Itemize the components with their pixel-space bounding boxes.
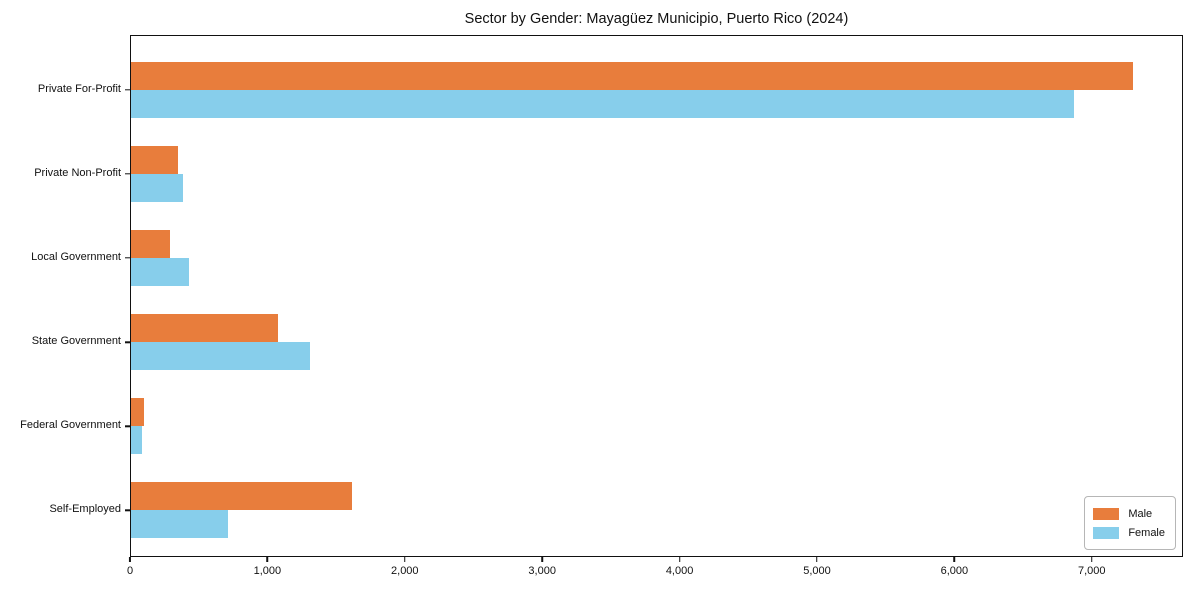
bar-male-self-employed bbox=[131, 482, 352, 511]
x-tick-label: 4,000 bbox=[665, 564, 694, 577]
x-tick-mark bbox=[266, 557, 269, 562]
bar-male-federal-government bbox=[131, 398, 145, 427]
x-tick-mark bbox=[541, 557, 543, 562]
legend-item-male: Male bbox=[1093, 504, 1165, 523]
y-label-private-for-profit: Private For-Profit bbox=[37, 82, 121, 95]
y-label-federal-government: Federal Government bbox=[20, 419, 121, 432]
x-tick: 1,000 bbox=[253, 557, 282, 577]
x-tick: 4,000 bbox=[665, 557, 694, 577]
x-axis-ticks: 0 1,000 2,000 3,000 4,000 5,000 6,000 7,… bbox=[127, 557, 1183, 587]
y-tick-mark bbox=[125, 341, 131, 343]
chart-title: Sector by Gender: Mayagüez Municipio, Pu… bbox=[464, 11, 849, 27]
y-tick-mark bbox=[125, 509, 131, 512]
x-tick-label: 1,000 bbox=[253, 564, 282, 577]
x-tick-label: 2,000 bbox=[391, 564, 419, 577]
bar-female-local-government bbox=[131, 257, 190, 286]
y-tick-mark bbox=[125, 88, 131, 91]
y-tick-mark bbox=[125, 425, 131, 427]
x-tick: 5,000 bbox=[803, 557, 831, 577]
x-tick: 0 bbox=[127, 557, 133, 577]
bar-group-private-for-profit bbox=[131, 61, 1182, 118]
y-tick-mark bbox=[125, 257, 131, 259]
x-tick-mark bbox=[678, 557, 681, 562]
bar-female-private-for-profit bbox=[131, 89, 1075, 118]
plot-area: Male Female bbox=[125, 35, 1183, 557]
bar-group-state-government bbox=[131, 314, 1182, 371]
y-axis-labels: Private For-Profit Private Non-Profit Lo… bbox=[0, 0, 121, 600]
bar-male-state-government bbox=[131, 314, 279, 343]
y-label-local-government: Local Government bbox=[31, 250, 121, 263]
legend: Male Female bbox=[1084, 496, 1176, 550]
y-label-state-government: State Government bbox=[31, 335, 121, 348]
bar-female-private-non-profit bbox=[131, 173, 184, 202]
x-tick-mark bbox=[129, 557, 131, 562]
x-tick: 7,000 bbox=[1078, 557, 1106, 577]
x-tick: 3,000 bbox=[528, 557, 556, 577]
x-tick-label: 7,000 bbox=[1078, 564, 1106, 577]
legend-label-female: Female bbox=[1128, 526, 1165, 539]
bar-group-self-employed bbox=[131, 482, 1182, 539]
x-tick-mark bbox=[404, 557, 406, 562]
x-tick-label: 6,000 bbox=[940, 564, 969, 577]
y-label-self-employed: Self-Employed bbox=[49, 503, 121, 516]
bar-group-private-non-profit bbox=[131, 145, 1182, 202]
y-tick-mark bbox=[125, 173, 131, 175]
x-tick: 2,000 bbox=[391, 557, 419, 577]
bar-female-state-government bbox=[131, 342, 310, 371]
legend-swatch-male bbox=[1093, 507, 1120, 520]
bar-male-private-non-profit bbox=[131, 145, 178, 174]
x-tick-label: 0 bbox=[126, 564, 134, 577]
bar-group-local-government bbox=[131, 229, 1182, 286]
legend-item-female: Female bbox=[1093, 523, 1165, 542]
x-tick: 6,000 bbox=[940, 557, 969, 577]
y-label-private-non-profit: Private Non-Profit bbox=[34, 166, 121, 179]
x-tick-mark bbox=[816, 557, 818, 562]
x-tick-mark bbox=[1091, 557, 1093, 562]
bar-male-local-government bbox=[131, 229, 171, 258]
bar-group-federal-government bbox=[131, 398, 1182, 455]
x-tick-label: 3,000 bbox=[528, 564, 556, 577]
bar-female-self-employed bbox=[131, 510, 229, 539]
x-tick-mark bbox=[953, 557, 956, 562]
x-tick-label: 5,000 bbox=[803, 564, 831, 577]
bar-female-federal-government bbox=[131, 426, 142, 455]
legend-label-male: Male bbox=[1128, 507, 1153, 520]
legend-swatch-female bbox=[1093, 526, 1120, 539]
bar-male-private-for-profit bbox=[131, 61, 1134, 90]
